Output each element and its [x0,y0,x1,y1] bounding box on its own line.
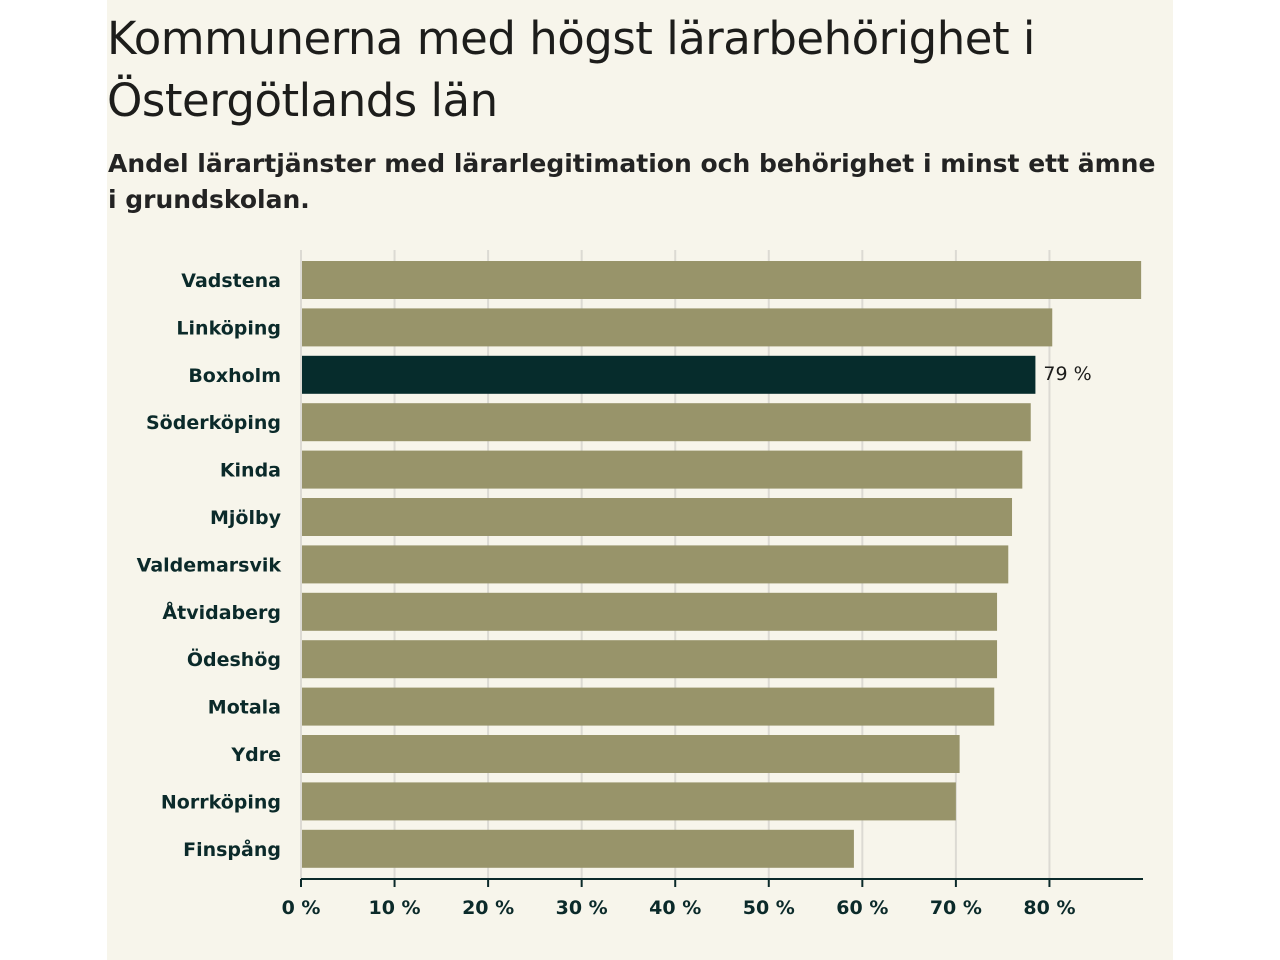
category-label: Motala [208,697,281,719]
category-label: Linköping [176,317,281,339]
chart-title: Kommunerna med högst lärarbehörighet i Ö… [107,12,1035,127]
category-label: Ydre [230,744,281,766]
category-label: Söderköping [146,412,281,434]
bar-7 [301,592,998,631]
x-tick-label: 30 % [556,897,608,919]
x-tick-label: 60 % [836,897,888,919]
category-label: Boxholm [188,365,281,387]
bar-6 [301,545,1009,584]
bar-0 [301,261,1142,299]
category-label: Kinda [220,460,281,482]
category-label: Finspång [183,837,281,861]
bar-8 [301,640,998,679]
bar-1 [301,308,1053,347]
value-label: 79 % [1043,363,1091,385]
x-tick-label: 50 % [743,897,795,919]
bar-5 [301,498,1013,536]
category-label: Norrköping [161,791,281,813]
category-label: Åtvidaberg [162,600,281,624]
bar-3 [301,403,1031,442]
bar-9 [301,687,995,726]
x-tick-label: 0 % [282,897,321,919]
bar-4 [301,450,1023,489]
bar-12 [301,829,854,868]
x-tick-label: 80 % [1023,897,1075,919]
x-tick-label: 70 % [930,897,982,919]
category-label: Mjölby [210,507,282,529]
bar-11 [301,782,956,821]
category-label: Vadstena [181,270,281,292]
category-label: Valdemarsvik [137,554,282,576]
bar-2 [301,355,1036,394]
chart-subtitle: Andel lärartjänster med lärarlegitimatio… [108,149,1156,214]
bar-10 [301,735,960,773]
x-tick-label: 40 % [649,897,701,919]
x-tick-label: 20 % [462,897,514,919]
x-tick-label: 10 % [369,897,421,919]
category-label: Ödeshög [187,647,281,671]
